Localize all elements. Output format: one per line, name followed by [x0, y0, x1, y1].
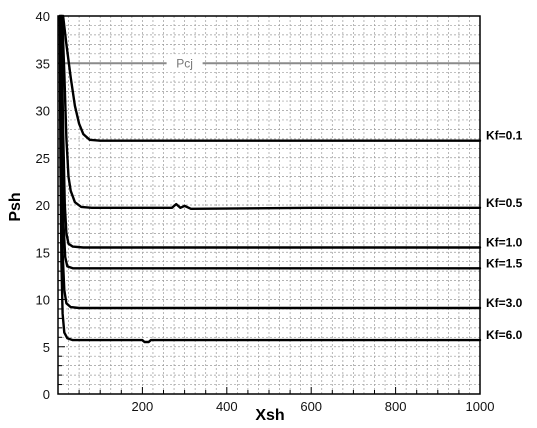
y-tick-label: 25: [36, 151, 50, 166]
reference-label-pcj: Pcj: [176, 56, 193, 70]
axis-layer: 200 400 600 800 1000 0 5 10 15 20 25 30 35 40: [36, 9, 495, 414]
series-label-kf-6-0: Kf=6.0: [486, 328, 523, 342]
series-label-kf-3-0: Kf=3.0: [486, 296, 523, 310]
series-label-kf-1-0: Kf=1.0: [486, 236, 523, 250]
y-tick-label: 40: [36, 9, 50, 24]
series-line-kf-0-5: [61, 14, 482, 210]
y-tick-label: 30: [36, 104, 50, 119]
x-tick-label: 800: [385, 399, 407, 414]
y-tick-label: 0: [43, 387, 50, 402]
x-tick-label: 400: [216, 399, 238, 414]
grid-layer: [58, 16, 480, 394]
plot-layer: Pcj: [58, 14, 482, 344]
y-tick-label: 5: [43, 340, 50, 355]
series-label-layer: Kf=0.1 Kf=0.5 Kf=1.0 Kf=1.5 Kf=3.0 Kf=6.0: [486, 129, 523, 342]
series-line-kf-1-0: [60, 14, 482, 249]
series-label-kf-1-5: Kf=1.5: [486, 256, 523, 270]
x-tick-label: 200: [132, 399, 154, 414]
x-tick-label: 1000: [466, 399, 495, 414]
y-axis-title: Psh: [7, 192, 24, 221]
reference-label-background: [166, 54, 203, 73]
y-tick-label: 10: [36, 293, 50, 308]
y-tick-label: 35: [36, 56, 50, 71]
series-line-kf-0-1: [61, 14, 482, 142]
y-tick-label: 15: [36, 245, 50, 260]
x-tick-label: 600: [300, 399, 322, 414]
series-line-kf-6-0: [58, 14, 482, 344]
series-label-kf-0-1: Kf=0.1: [486, 129, 523, 143]
series-label-kf-0-5: Kf=0.5: [486, 196, 523, 210]
y-tick-label: 20: [36, 198, 50, 213]
x-axis-title: Xsh: [255, 407, 284, 424]
